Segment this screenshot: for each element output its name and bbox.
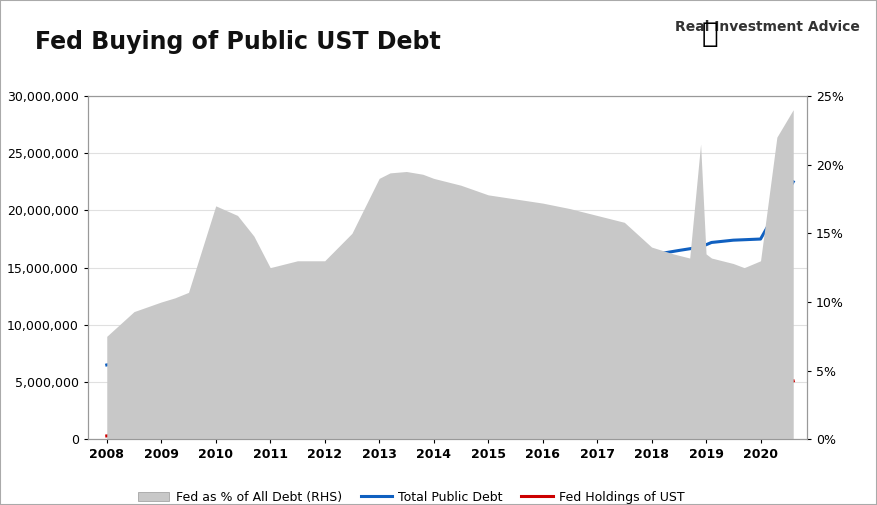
Y-axis label: $ Millions: $ Millions	[0, 230, 1, 305]
Text: Fed Buying of Public UST Debt: Fed Buying of Public UST Debt	[35, 30, 441, 55]
Legend: Fed as % of All Debt (RHS), Total Public Debt, Fed Holdings of UST: Fed as % of All Debt (RHS), Total Public…	[133, 486, 689, 505]
Text: Real Investment Advice: Real Investment Advice	[674, 20, 859, 34]
Text: 🦅: 🦅	[702, 20, 718, 48]
